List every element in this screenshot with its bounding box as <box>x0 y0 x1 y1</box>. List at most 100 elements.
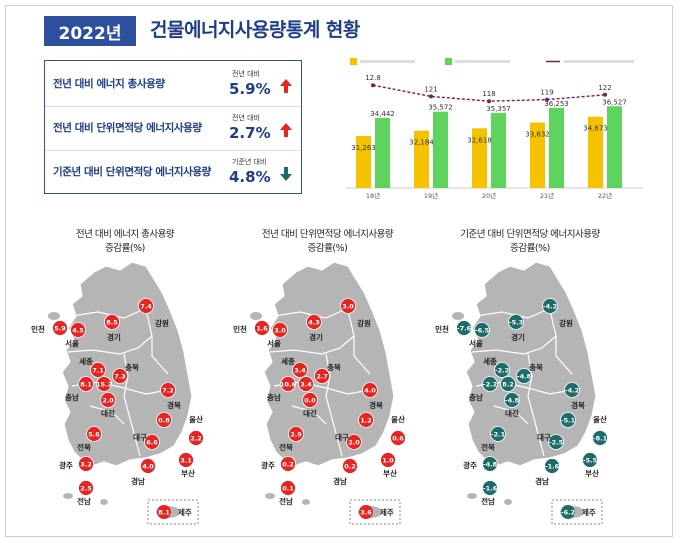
value-dot <box>157 505 171 519</box>
value-label: 4.0 <box>142 463 154 471</box>
region-label: 충남 <box>65 392 79 402</box>
region-label: 충북 <box>125 362 139 372</box>
value-label: 0.2 <box>282 461 294 469</box>
map-title-line1: 기준년 대비 단위면적당 에너지사용량 <box>460 229 600 240</box>
x-tick-label: 22년 <box>598 191 612 200</box>
region-label: 대구 <box>133 432 147 442</box>
region-label: 부산 <box>585 468 599 478</box>
bar-value-label: 34,442 <box>370 110 395 118</box>
map-title-line2: 증감률(%) <box>307 243 348 254</box>
region-label: 경남 <box>131 476 145 486</box>
kpi-value: 4.8% <box>229 168 271 186</box>
legend-label-placeholder <box>564 60 634 63</box>
value-label: -4.8 <box>505 397 520 405</box>
region-label: 대전 <box>505 408 519 418</box>
value-dot <box>362 382 378 398</box>
value-dot <box>390 430 406 446</box>
bar-series-a <box>472 128 487 188</box>
value-label: 3.2 <box>80 461 92 469</box>
legend-swatch <box>445 58 452 65</box>
page-title: 건물에너지사용량통계 현황 <box>150 19 360 41</box>
line-value-label: 12.8 <box>365 74 381 82</box>
region-label: 부산 <box>383 468 397 478</box>
bar-value-label: 35,357 <box>486 105 511 113</box>
value-label: 0.2 <box>344 463 356 471</box>
value-dot <box>314 368 330 384</box>
map-island <box>48 312 60 320</box>
region-label: 강원 <box>559 318 573 328</box>
bar-value-label: 31,263 <box>351 144 376 152</box>
region-label: 제주 <box>178 507 192 517</box>
kpi-label: 전년 대비 단위면적당 에너지사용량 <box>53 122 202 134</box>
value-label: 8.1 <box>80 381 92 389</box>
map-island <box>63 493 73 499</box>
value-label: 0.0 <box>304 397 316 405</box>
value-dot <box>358 412 374 428</box>
map-title-line1: 전년 대비 에너지 총사용량 <box>75 229 175 240</box>
year-badge: 2022년 <box>44 16 136 46</box>
value-dot <box>564 382 580 398</box>
region-label: 경북 <box>571 400 585 410</box>
map-province-border <box>145 309 169 375</box>
line-point <box>545 97 549 102</box>
value-label: -5.5 <box>583 457 598 465</box>
value-label: -6.2 <box>561 509 575 517</box>
map-province-border <box>67 335 153 355</box>
value-label: -4.2 <box>543 303 557 311</box>
map-province-border <box>471 335 557 355</box>
value-dot <box>342 458 358 474</box>
region-label: 경북 <box>167 400 181 410</box>
region-label: 광주 <box>261 460 275 470</box>
kpi-row: 전년 대비 단위면적당 에너지사용량 전년 대비 2.7% <box>45 107 301 151</box>
value-label: 7.4 <box>140 303 152 311</box>
bar-series-b <box>433 111 448 188</box>
line-point <box>487 99 491 104</box>
value-label: 8.2 <box>502 381 514 389</box>
map-title: 전년 대비 에너지 총사용량 증감률(%) <box>40 228 210 256</box>
region-label: 대전 <box>303 408 317 418</box>
bar-series-a <box>588 116 603 188</box>
value-label: 8.1 <box>158 509 170 517</box>
value-label: -4.8 <box>517 373 532 381</box>
region-label: 세종 <box>281 356 295 366</box>
value-label: 6.6 <box>146 439 158 447</box>
region-label: 전북 <box>279 442 293 452</box>
value-label: 7.2 <box>162 387 174 395</box>
kpi-basis: 기준년 대비 <box>232 158 267 166</box>
region-label: 대전 <box>101 408 115 418</box>
bar-series-a <box>530 122 545 188</box>
value-dot <box>78 480 94 496</box>
region-label: 인천 <box>435 324 449 334</box>
region-label: 울산 <box>189 414 203 424</box>
value-dot <box>340 298 356 314</box>
region-label: 세종 <box>483 356 497 366</box>
value-label: -1.6 <box>545 463 560 471</box>
value-dot <box>474 322 490 338</box>
value-dot <box>298 376 314 392</box>
kpi-basis: 전년 대비 <box>232 114 260 122</box>
value-label: 15.2 <box>96 381 112 389</box>
region-label: 전북 <box>481 442 495 452</box>
map-title-line2: 증감률(%) <box>510 243 550 254</box>
region-label: 제주 <box>582 507 596 517</box>
value-dot <box>86 426 102 442</box>
value-label: 3.0 <box>274 327 286 335</box>
region-label: 인천 <box>233 324 247 334</box>
value-label: -6.5 <box>475 327 490 335</box>
korea-map-baseline: -6.2 제주-7.6인천 -6.5서울-5.3경기-4.2강원-2.2세종-4.8… <box>435 261 608 525</box>
map-island <box>265 493 275 499</box>
value-label: 3.6 <box>360 509 372 517</box>
value-dot <box>544 458 560 474</box>
value-label: 7.1 <box>92 367 104 375</box>
region-label: 전북 <box>77 442 91 452</box>
region-label: 광주 <box>463 460 477 470</box>
value-dot <box>494 362 510 378</box>
x-tick-label: 21년 <box>540 191 554 200</box>
region-label: 충남 <box>469 392 483 402</box>
line-point <box>603 92 607 97</box>
arrow-up-icon <box>280 123 292 137</box>
value-dot <box>112 368 128 384</box>
value-label: 7.3 <box>114 373 126 381</box>
arrow-up-icon <box>280 79 292 93</box>
legend-label-placeholder <box>360 60 415 63</box>
